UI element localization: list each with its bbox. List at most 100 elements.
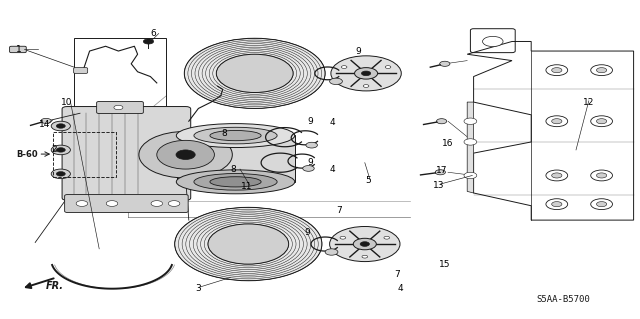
Text: 14: 14 <box>39 120 51 129</box>
Circle shape <box>56 124 65 128</box>
FancyBboxPatch shape <box>62 107 191 200</box>
FancyBboxPatch shape <box>65 195 188 212</box>
Circle shape <box>114 105 123 110</box>
Text: 16: 16 <box>442 139 454 148</box>
Circle shape <box>56 148 65 152</box>
Circle shape <box>546 170 568 181</box>
Text: 3: 3 <box>196 284 201 293</box>
Circle shape <box>41 118 51 123</box>
Circle shape <box>440 61 450 66</box>
Text: 13: 13 <box>433 181 444 189</box>
Text: 10: 10 <box>61 98 73 107</box>
Bar <box>53 132 116 177</box>
Polygon shape <box>467 102 474 193</box>
Circle shape <box>360 242 369 246</box>
Ellipse shape <box>210 177 261 187</box>
Ellipse shape <box>194 174 277 190</box>
Circle shape <box>184 38 325 108</box>
Circle shape <box>331 56 401 91</box>
Text: 9: 9 <box>305 228 310 237</box>
FancyBboxPatch shape <box>10 46 26 53</box>
Circle shape <box>353 238 376 250</box>
Circle shape <box>157 140 214 169</box>
Circle shape <box>151 201 163 206</box>
Circle shape <box>139 131 232 178</box>
Text: B-60: B-60 <box>16 150 38 159</box>
Circle shape <box>216 54 293 93</box>
Circle shape <box>330 226 400 262</box>
Circle shape <box>552 173 562 178</box>
Text: 11: 11 <box>241 182 252 191</box>
Circle shape <box>464 172 477 179</box>
Ellipse shape <box>176 124 294 148</box>
Text: FR.: FR. <box>46 280 64 291</box>
Text: 5: 5 <box>365 176 371 185</box>
Circle shape <box>385 66 391 69</box>
Circle shape <box>340 236 346 239</box>
Text: 9: 9 <box>308 158 313 167</box>
Text: S5AA-B5700: S5AA-B5700 <box>536 295 590 304</box>
Text: 8: 8 <box>231 165 236 174</box>
Circle shape <box>168 201 180 206</box>
Circle shape <box>546 65 568 76</box>
Circle shape <box>208 224 289 264</box>
Circle shape <box>596 68 607 73</box>
Circle shape <box>341 66 347 69</box>
Circle shape <box>355 68 378 79</box>
Circle shape <box>51 145 70 155</box>
Circle shape <box>552 202 562 207</box>
Circle shape <box>364 85 369 87</box>
FancyBboxPatch shape <box>97 101 143 114</box>
Circle shape <box>143 39 154 44</box>
FancyBboxPatch shape <box>74 68 88 73</box>
Circle shape <box>596 202 607 207</box>
Circle shape <box>325 249 338 255</box>
Circle shape <box>176 150 195 160</box>
Circle shape <box>596 173 607 178</box>
Circle shape <box>436 119 447 124</box>
Text: 8: 8 <box>221 130 227 138</box>
Circle shape <box>552 68 562 73</box>
Circle shape <box>51 121 70 131</box>
Text: 9: 9 <box>308 117 313 126</box>
Ellipse shape <box>194 127 277 144</box>
Circle shape <box>76 201 88 206</box>
Circle shape <box>306 142 317 148</box>
Circle shape <box>362 71 371 76</box>
Circle shape <box>464 118 477 124</box>
Circle shape <box>596 119 607 124</box>
Circle shape <box>330 78 342 85</box>
Bar <box>177 135 295 182</box>
Circle shape <box>106 201 118 206</box>
Text: 1: 1 <box>17 45 22 54</box>
Circle shape <box>546 116 568 127</box>
Circle shape <box>303 166 314 171</box>
Text: 9: 9 <box>356 47 361 56</box>
Ellipse shape <box>176 170 294 194</box>
Text: 4: 4 <box>397 284 403 293</box>
Circle shape <box>362 255 367 258</box>
Circle shape <box>435 170 445 175</box>
Circle shape <box>483 36 503 47</box>
Circle shape <box>552 119 562 124</box>
Text: 15: 15 <box>439 260 451 269</box>
Circle shape <box>51 169 70 179</box>
Circle shape <box>464 139 477 145</box>
Text: 6: 6 <box>151 29 156 38</box>
Ellipse shape <box>210 130 261 141</box>
Circle shape <box>591 65 612 76</box>
Text: 17: 17 <box>436 166 447 175</box>
Circle shape <box>56 172 65 176</box>
Text: 2: 2 <box>52 145 57 154</box>
Circle shape <box>546 199 568 210</box>
Text: 7: 7 <box>394 270 399 279</box>
Circle shape <box>591 199 612 210</box>
Circle shape <box>384 236 390 239</box>
Circle shape <box>591 170 612 181</box>
Text: 7: 7 <box>337 206 342 215</box>
Text: 4: 4 <box>330 118 335 127</box>
Circle shape <box>175 207 322 281</box>
Text: 4: 4 <box>330 165 335 174</box>
Bar <box>74 38 166 107</box>
Circle shape <box>591 116 612 127</box>
